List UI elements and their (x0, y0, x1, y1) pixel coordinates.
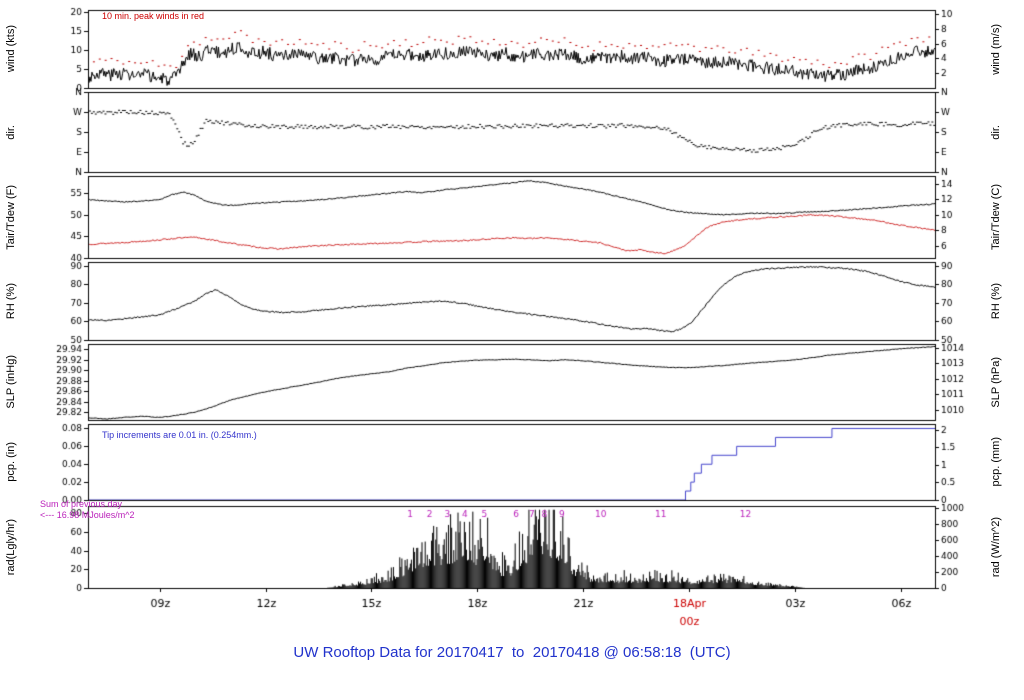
axis-label-text: SLP (inHg) (5, 355, 17, 409)
axis-label-dir-right: dir. (988, 92, 1004, 172)
axis-label-text: dir. (990, 124, 1002, 140)
axis-label-text: SLP (hPa) (990, 356, 1002, 408)
axis-label-wind-ms: wind (m/s) (988, 10, 1004, 88)
axis-label-text: rad(Lgly/hr) (5, 518, 17, 576)
radiation-sum-annotation-line1: Sum of previous day (40, 499, 123, 509)
axis-label-text: RH (%) (5, 282, 17, 320)
axis-label-dir-left: dir. (3, 92, 19, 172)
page-title: UW Rooftop Data for 20170417 to 20170418… (293, 644, 731, 661)
axis-label-rh-left: RH (%) (3, 262, 19, 340)
axis-label-text: dir. (5, 124, 17, 140)
axis-label-slp-hpa: SLP (hPa) (988, 344, 1004, 420)
axis-label-text: wind (kts) (5, 25, 17, 73)
axis-label-tair-c: Tair/Tdew (C) (988, 176, 1004, 258)
axis-label-rad-wm2: rad (W/m^2) (988, 506, 1004, 588)
axis-label-pcp-in: pcp. (in) (3, 424, 19, 500)
peak-winds-annotation: 10 min. peak winds in red (102, 11, 205, 21)
axis-label-wind-kts: wind (kts) (3, 10, 19, 88)
axis-label-pcp-mm: pcp. (mm) (988, 424, 1004, 500)
axis-label-text: RH (%) (990, 282, 1002, 320)
axis-label-text: Tair/Tdew (F) (5, 184, 17, 250)
axis-label-rh-right: RH (%) (988, 262, 1004, 340)
axis-label-slp-inhg: SLP (inHg) (3, 344, 19, 420)
tip-increments-annotation: Tip increments are 0.01 in. (0.254mm.) (102, 430, 257, 440)
axis-label-text: Tair/Tdew (C) (990, 183, 1002, 250)
axis-label-text: pcp. (in) (5, 442, 17, 482)
axis-label-tair-f: Tair/Tdew (F) (3, 176, 19, 258)
axis-label-text: wind (m/s) (990, 23, 1002, 75)
radiation-sum-annotation-line2: <--- 16.98 MJoules/m^2 (40, 510, 135, 520)
axis-label-text: rad (W/m^2) (990, 516, 1002, 578)
axis-label-rad-lgly: rad(Lgly/hr) (3, 506, 19, 588)
axis-label-text: pcp. (mm) (990, 437, 1002, 487)
